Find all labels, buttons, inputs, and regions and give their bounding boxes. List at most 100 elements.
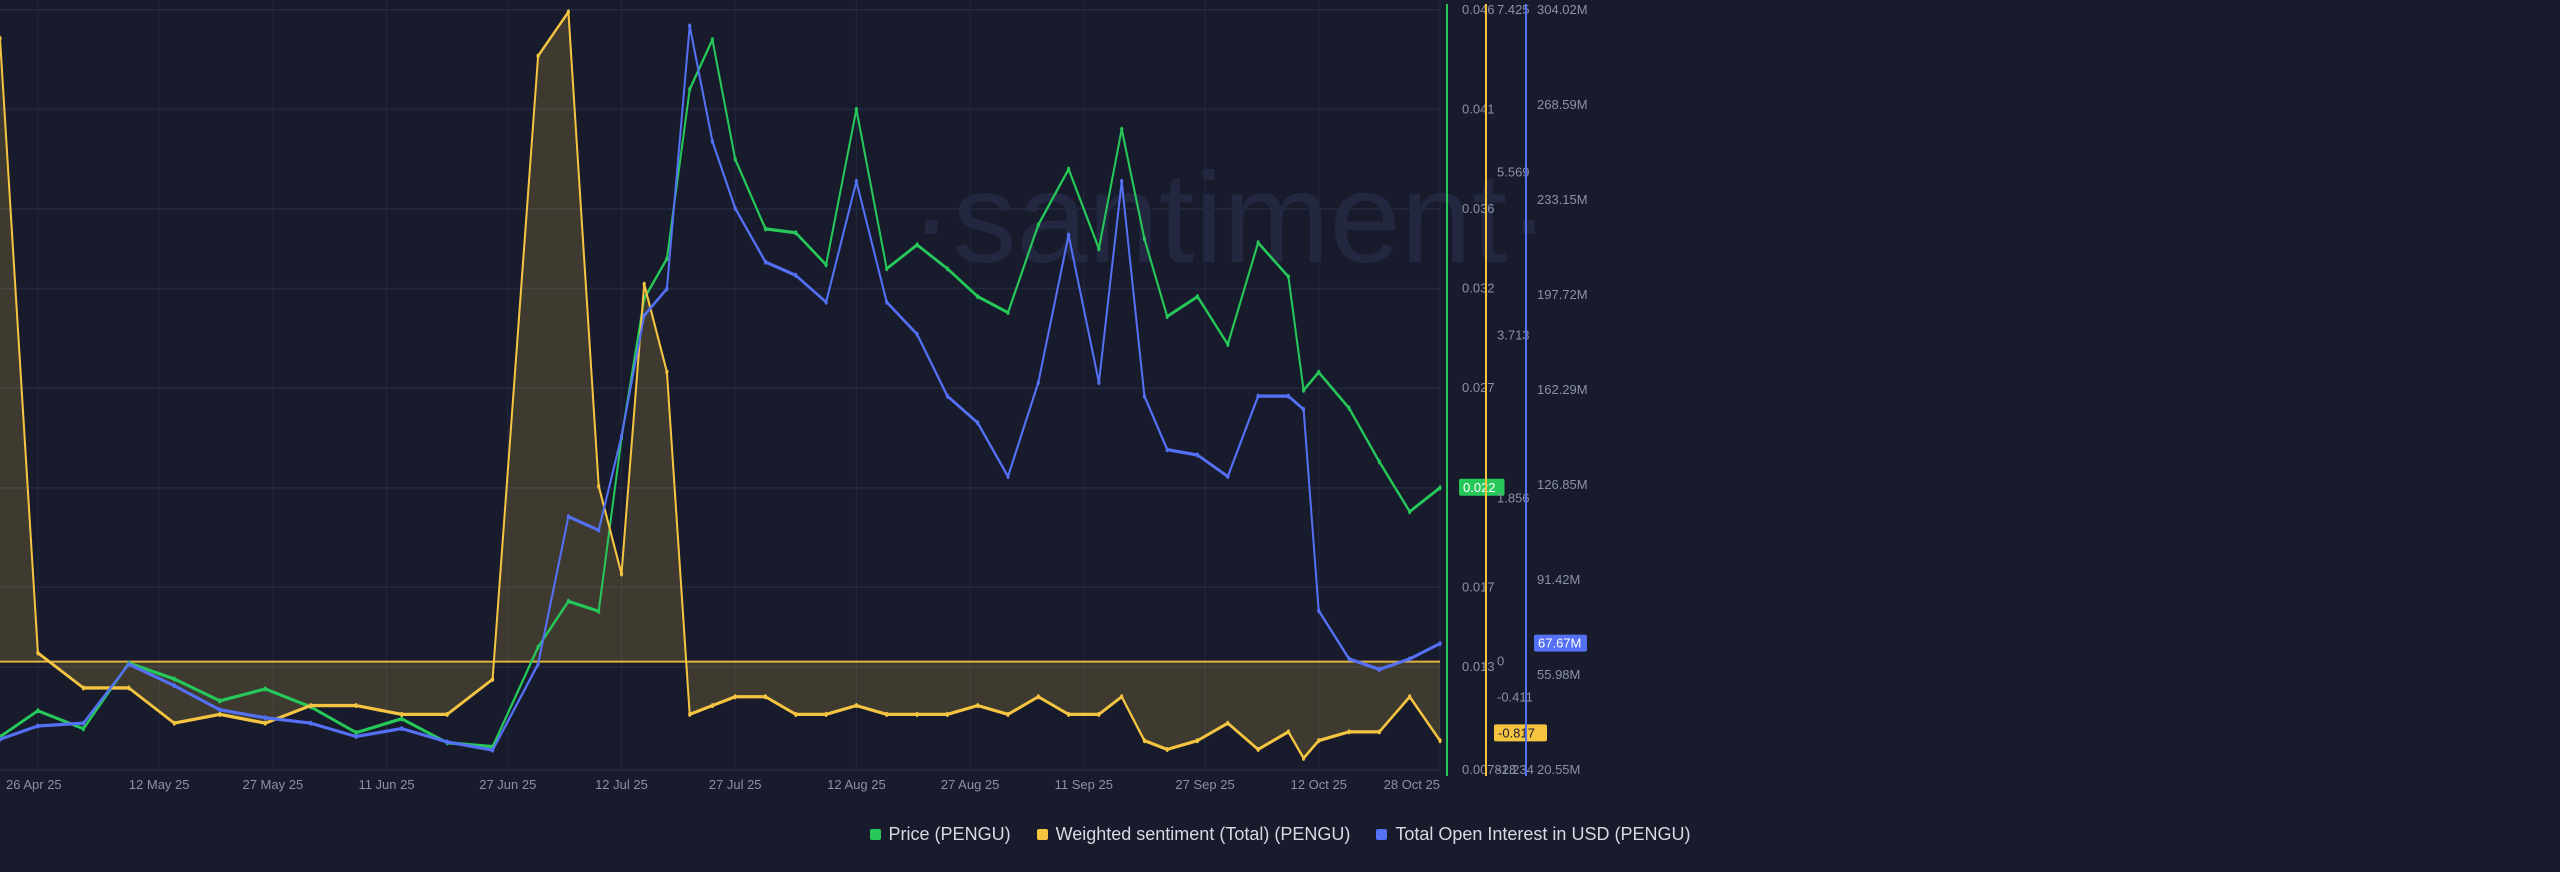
legend-label-open-interest: Total Open Interest in USD (PENGU)	[1395, 823, 1691, 844]
data-point-total-open-interest-in-usd-pengu	[1036, 379, 1040, 386]
data-point-price-pengu	[1286, 274, 1290, 280]
data-point-price-pengu	[36, 708, 40, 714]
data-point-price-pengu	[354, 730, 358, 736]
y-tick-label-oi: 233.15M	[1537, 192, 1588, 207]
data-point-total-open-interest-in-usd-pengu	[309, 720, 313, 726]
y-tick-label-sentiment: 7.425	[1497, 2, 1530, 17]
data-point-price-pengu	[945, 266, 950, 272]
data-point-price-pengu	[1302, 387, 1306, 393]
data-point-weighted-sentiment-total-pengu	[1142, 738, 1146, 744]
data-point-weighted-sentiment-total-pengu	[0, 35, 2, 41]
data-point-weighted-sentiment-total-pengu	[172, 720, 176, 726]
data-point-price-pengu	[976, 293, 980, 300]
x-tick-label: 12 Oct 25	[1291, 777, 1347, 792]
data-point-total-open-interest-in-usd-pengu	[665, 286, 669, 292]
data-point-total-open-interest-in-usd-pengu	[263, 715, 267, 721]
data-point-total-open-interest-in-usd-pengu	[945, 393, 950, 399]
data-point-price-pengu	[263, 686, 267, 692]
y-tick-label-oi: 126.85M	[1537, 477, 1588, 492]
legend-item-open-interest[interactable]: Total Open Interest in USD (PENGU)	[1376, 824, 1690, 845]
data-point-weighted-sentiment-total-pengu	[824, 711, 828, 717]
y-tick-label-sentiment: 5.569	[1497, 165, 1530, 180]
sentiment-area	[0, 11, 1440, 759]
data-point-total-open-interest-in-usd-pengu	[1067, 232, 1071, 238]
data-point-price-pengu	[81, 726, 85, 732]
y-tick-label-sentiment: 3.713	[1497, 328, 1530, 343]
data-point-weighted-sentiment-total-pengu	[218, 711, 222, 717]
data-point-price-pengu	[854, 106, 859, 112]
data-point-weighted-sentiment-total-pengu	[915, 711, 919, 717]
data-point-price-pengu	[1067, 166, 1071, 172]
data-point-weighted-sentiment-total-pengu	[1347, 729, 1351, 735]
series-line-price-pengu	[0, 38, 1441, 749]
data-point-total-open-interest-in-usd-pengu	[1377, 666, 1381, 673]
y-tick-label-price: 0.036	[1462, 201, 1495, 216]
data-point-total-open-interest-in-usd-pengu	[733, 205, 737, 211]
y-tick-label-oi: 55.98M	[1537, 667, 1580, 682]
data-point-weighted-sentiment-total-pengu	[1036, 694, 1040, 700]
data-point-price-pengu	[1036, 222, 1040, 228]
data-point-price-pengu	[763, 226, 768, 232]
data-point-total-open-interest-in-usd-pengu	[597, 527, 601, 533]
axes: 0.046 0.041 0.036 0.032 0.027 0.017 0.013 0.007…	[6, 2, 1588, 792]
data-point-total-open-interest-in-usd-pengu	[81, 720, 85, 726]
x-tick-label: 27 Jun 25	[479, 777, 536, 792]
data-point-total-open-interest-in-usd-pengu	[619, 433, 624, 439]
data-point-price-pengu	[665, 256, 669, 262]
y-tick-label-sentiment: -0.411	[1497, 690, 1533, 705]
data-point-total-open-interest-in-usd-pengu	[1302, 406, 1306, 413]
data-point-total-open-interest-in-usd-pengu	[642, 312, 646, 319]
legend-label-price: Price (PENGU)	[888, 823, 1011, 844]
data-point-price-pengu	[1006, 309, 1010, 316]
x-tick-label: 12 Jul 25	[595, 777, 648, 792]
data-point-weighted-sentiment-total-pengu	[710, 702, 715, 709]
data-point-weighted-sentiment-total-pengu	[1408, 694, 1412, 700]
y-tick-label-price: 0.046	[1462, 2, 1495, 17]
data-point-weighted-sentiment-total-pengu	[1256, 746, 1260, 753]
data-point-price-pengu	[400, 716, 404, 722]
data-point-total-open-interest-in-usd-pengu	[1142, 393, 1146, 399]
data-point-price-pengu	[218, 698, 222, 704]
data-point-weighted-sentiment-total-pengu	[263, 720, 267, 726]
data-point-price-pengu	[597, 608, 601, 614]
y-tick-label-sentiment: -1.234	[1497, 762, 1534, 777]
data-point-price-pengu	[1438, 485, 1442, 491]
data-point-price-pengu	[1226, 341, 1230, 347]
x-tick-label: 12 May 25	[129, 777, 190, 792]
data-point-weighted-sentiment-total-pengu	[354, 702, 358, 709]
x-tick-label: 11 Jun 25	[358, 777, 414, 792]
x-tick-label: 27 Aug 25	[941, 777, 1000, 792]
y-tick-label-oi: 268.59M	[1537, 97, 1588, 112]
legend-item-price[interactable]: Price (PENGU)	[869, 823, 1011, 845]
data-point-total-open-interest-in-usd-pengu	[1317, 608, 1321, 614]
y-tick-label-price: 0.041	[1462, 101, 1495, 116]
data-point-weighted-sentiment-total-pengu	[1286, 729, 1290, 735]
data-point-weighted-sentiment-total-pengu	[309, 702, 313, 709]
series-line-weighted-sentiment-total-pengu	[0, 10, 1441, 760]
data-point-total-open-interest-in-usd-pengu	[36, 723, 40, 729]
data-point-weighted-sentiment-total-pengu	[1006, 711, 1010, 717]
data-point-weighted-sentiment-total-pengu	[733, 694, 737, 700]
data-point-total-open-interest-in-usd-pengu	[127, 661, 131, 667]
data-point-price-pengu	[566, 598, 571, 604]
x-tick-label: 27 Jul 25	[709, 777, 762, 792]
data-point-price-pengu	[1165, 313, 1169, 320]
data-point-total-open-interest-in-usd-pengu	[854, 178, 859, 185]
data-point-price-pengu	[1097, 246, 1101, 252]
data-point-total-open-interest-in-usd-pengu	[1286, 393, 1290, 399]
x-tick-label: 27 Sep 25	[1175, 777, 1234, 792]
current-value-badge-oi	[1534, 634, 1587, 652]
data-point-weighted-sentiment-total-pengu	[1438, 738, 1442, 744]
current-value-label-sentiment: -0.817	[1498, 725, 1535, 740]
x-tick-label: 28 Oct 25	[1384, 777, 1440, 792]
data-point-total-open-interest-in-usd-pengu	[1226, 473, 1230, 480]
legend-item-sentiment[interactable]: Weighted sentiment (Total) (PENGU)	[1036, 824, 1350, 845]
data-point-weighted-sentiment-total-pengu	[1165, 746, 1169, 753]
data-point-weighted-sentiment-total-pengu	[36, 650, 40, 656]
data-point-total-open-interest-in-usd-pengu	[915, 331, 919, 337]
data-point-total-open-interest-in-usd-pengu	[976, 420, 980, 426]
data-point-weighted-sentiment-total-pengu	[976, 702, 980, 709]
data-point-price-pengu	[1142, 236, 1146, 242]
